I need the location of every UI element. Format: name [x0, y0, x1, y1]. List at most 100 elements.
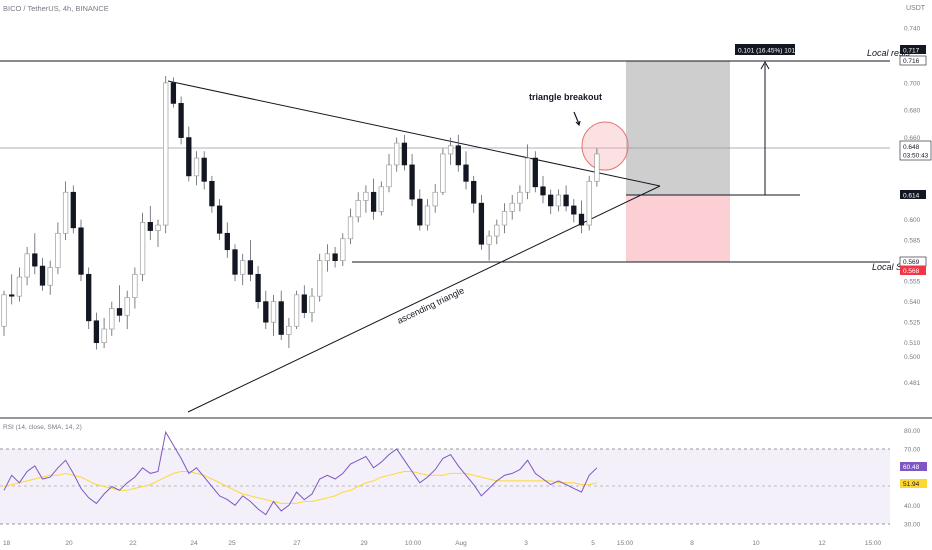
rsi-value-text: 60.48 — [903, 464, 920, 471]
symbol-line: BICO / TetherUS, 4h, BINANCE — [3, 4, 109, 13]
candle-down — [278, 301, 284, 335]
entry-badge-text: 0.614 — [903, 193, 920, 200]
support-badge-text: 0.569 — [903, 259, 920, 266]
candle-down — [170, 82, 177, 104]
candle-down — [301, 294, 307, 313]
candle-up — [355, 200, 361, 218]
candle-down — [9, 294, 15, 297]
candle-down — [86, 273, 92, 322]
time-tick: 18 — [3, 540, 11, 547]
candle-up — [509, 202, 515, 212]
candle-up — [132, 273, 138, 298]
stop-badge-text: 0.568 — [903, 268, 920, 275]
price-tick: 0.481 — [904, 380, 921, 387]
last-price-text: 0.648 — [903, 144, 920, 151]
candle-down — [232, 249, 238, 275]
price-tick: 0.540 — [904, 299, 921, 306]
candle-down — [563, 194, 569, 207]
rsi-tick: 80.00 — [904, 428, 921, 435]
candle-up — [494, 224, 500, 237]
candle-up — [317, 260, 323, 297]
breakout-arrow — [573, 111, 581, 127]
price-axis[interactable]: 0.7400.7000.6800.6600.6000.5850.5700.555… — [904, 26, 921, 387]
resistance-badge — [899, 55, 927, 66]
candle-up — [270, 301, 277, 323]
candle-down — [247, 260, 254, 275]
time-tick: 27 — [293, 540, 301, 547]
candle-down — [478, 202, 485, 245]
candle-down — [186, 137, 192, 177]
candle-up — [24, 253, 30, 278]
target-zone — [626, 61, 730, 195]
time-tick: 29 — [360, 540, 368, 547]
measure-arrowhead — [760, 60, 770, 70]
candle-down — [471, 180, 477, 204]
candle-down — [540, 186, 546, 196]
candle-up — [486, 235, 492, 245]
candle-down — [209, 180, 215, 207]
time-tick: 22 — [129, 540, 137, 547]
breakout-label: triangle breakout — [529, 92, 602, 102]
candle-down — [571, 205, 577, 215]
candle-up — [517, 191, 523, 204]
candle-down — [532, 157, 538, 188]
price-tick: 0.500 — [904, 354, 921, 361]
time-tick: 25 — [228, 540, 236, 547]
candle-up — [293, 294, 300, 327]
candle-up — [47, 267, 53, 286]
candle-up — [139, 221, 146, 275]
rsi-band — [0, 449, 890, 524]
time-tick: 8 — [690, 540, 694, 547]
currency-label: USDT — [906, 5, 926, 12]
candle-up — [363, 191, 369, 201]
rsi-layer — [3, 430, 598, 516]
time-tick: 5 — [591, 540, 595, 547]
candles-layer — [1, 76, 600, 350]
candle-up — [440, 153, 446, 193]
candle-up — [101, 328, 107, 344]
stop-zone — [626, 195, 730, 262]
candle-up — [163, 82, 169, 226]
candle-down — [93, 320, 100, 344]
last-price-badge — [899, 140, 932, 161]
candle-down — [578, 213, 585, 226]
rsi-tick: 30.00 — [904, 522, 921, 529]
candle-down — [370, 191, 377, 212]
countdown-text: 03:50:43 — [903, 153, 929, 160]
rsi-tick: 70.00 — [904, 447, 921, 454]
resistance-label: Local resis — [867, 48, 911, 58]
price-tick: 0.700 — [904, 80, 921, 87]
candle-down — [32, 253, 38, 267]
candle-up — [555, 194, 562, 207]
rsi-line — [3, 430, 598, 516]
time-tick: Aug — [455, 540, 467, 547]
candle-up — [324, 253, 331, 261]
rsi-axis[interactable]: 80.00 70.00 40.00 30.00 — [904, 428, 921, 529]
candle-up — [155, 224, 161, 231]
target-badge-text: 0.717 — [903, 48, 920, 55]
triangle-label: ascending triangle — [396, 285, 466, 326]
price-tick: 0.585 — [904, 238, 921, 245]
candle-up — [432, 191, 438, 207]
time-tick: 20 — [65, 540, 73, 547]
price-tick: 0.600 — [904, 217, 921, 224]
rsi-sma-line — [3, 471, 598, 504]
candle-up — [424, 205, 431, 226]
candle-down — [255, 273, 261, 303]
candle-down — [417, 198, 423, 226]
rsi-label: RSI (14, close, SMA, 14, 2) — [3, 424, 82, 431]
candle-up — [524, 157, 531, 193]
price-tick: 0.680 — [904, 108, 921, 115]
candle-up — [62, 191, 69, 234]
time-tick: 24 — [190, 540, 198, 547]
candle-up — [124, 297, 130, 316]
measure-box — [735, 44, 795, 55]
time-axis[interactable]: 18 20 22 24 25 27 29 10:00 Aug 3 5 15:00 8 10 12 15:00 — [3, 540, 882, 547]
candle-up — [501, 211, 508, 226]
stop-badge — [900, 266, 926, 275]
target-badge — [900, 45, 926, 54]
candle-up — [394, 142, 400, 166]
candle-up — [386, 164, 392, 188]
candle-up — [309, 295, 315, 313]
